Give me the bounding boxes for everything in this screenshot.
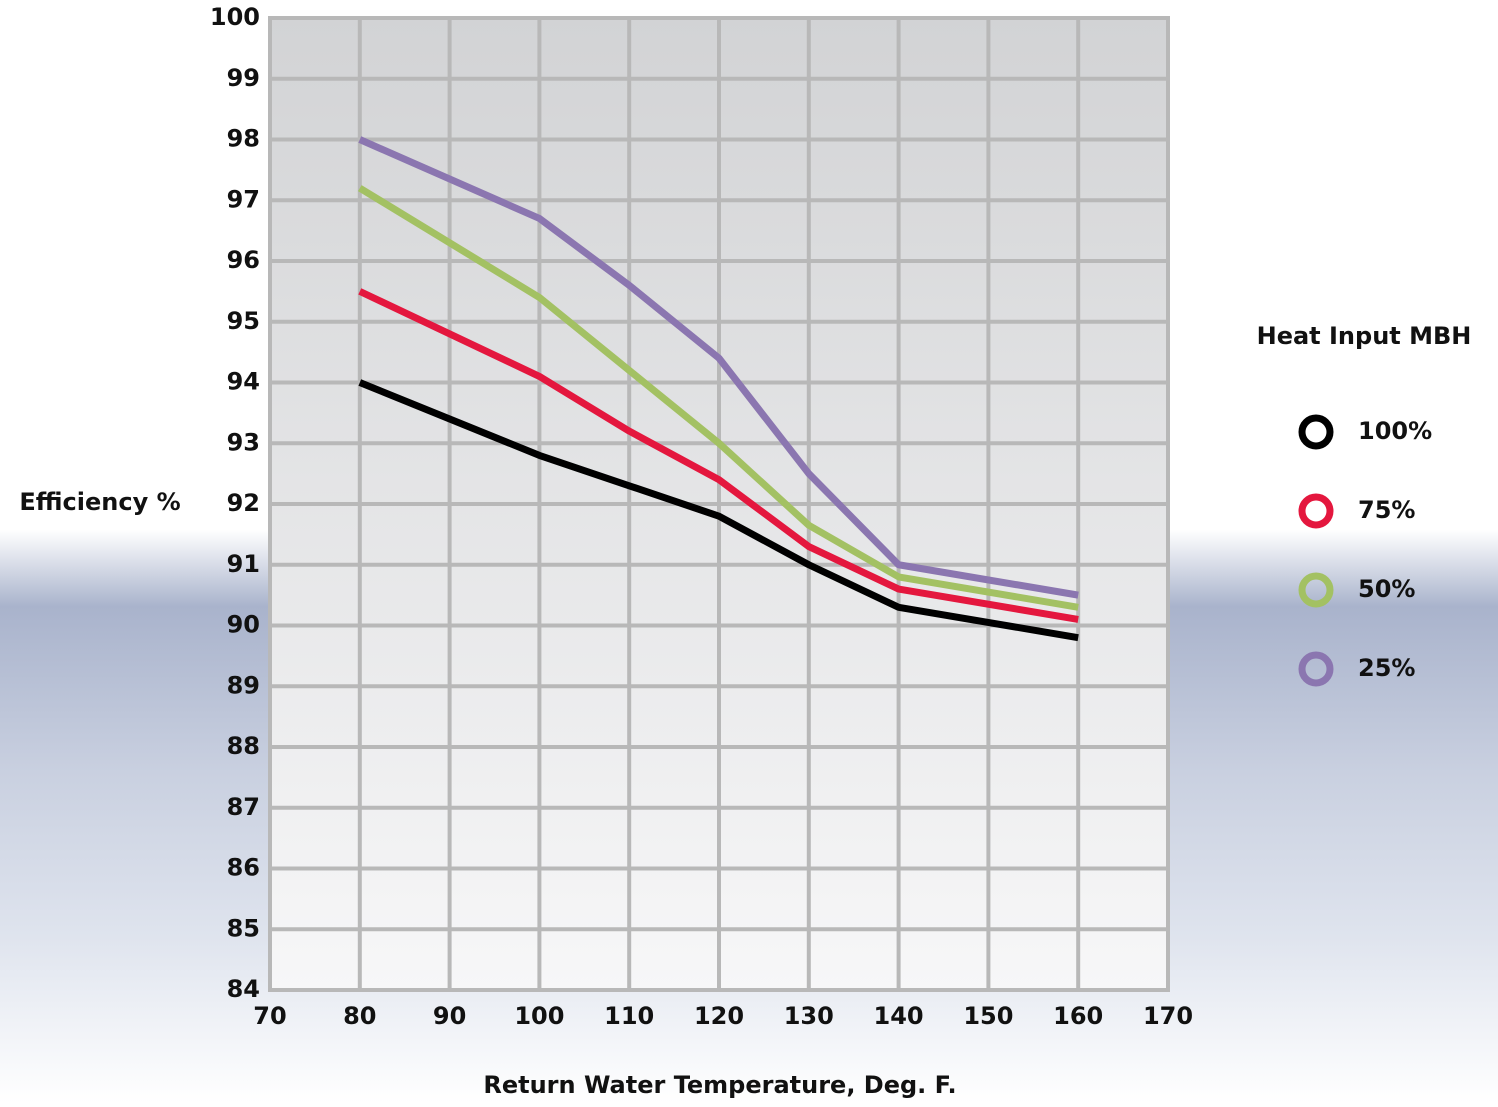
x-axis-label: Return Water Temperature, Deg. F. bbox=[483, 1071, 956, 1099]
y-tick-label: 98 bbox=[227, 125, 260, 153]
legend-marker bbox=[1298, 414, 1334, 450]
y-tick-label: 86 bbox=[227, 854, 260, 882]
x-tick-label: 110 bbox=[604, 1002, 654, 1030]
legend-marker bbox=[1298, 651, 1334, 687]
x-tick-label: 70 bbox=[253, 1002, 286, 1030]
y-tick-label: 85 bbox=[227, 914, 260, 942]
x-tick-label: 80 bbox=[343, 1002, 376, 1030]
y-tick-label: 94 bbox=[227, 368, 260, 396]
y-tick-label: 89 bbox=[227, 671, 260, 699]
legend-label: 75% bbox=[1358, 496, 1415, 524]
x-tick-label: 100 bbox=[514, 1002, 564, 1030]
y-tick-label: 99 bbox=[227, 64, 260, 92]
y-tick-label: 91 bbox=[227, 550, 260, 578]
y-tick-label: 88 bbox=[227, 732, 260, 760]
y-tick-label: 100 bbox=[210, 3, 260, 31]
y-tick-label: 92 bbox=[227, 489, 260, 517]
y-axis-label: Efficiency % bbox=[19, 488, 180, 516]
series-line bbox=[358, 288, 1079, 623]
series-line bbox=[357, 185, 1079, 611]
y-tick-label: 95 bbox=[227, 307, 260, 335]
x-tick-label: 130 bbox=[784, 1002, 834, 1030]
y-tick-label: 96 bbox=[227, 246, 260, 274]
legend-marker bbox=[1298, 493, 1334, 529]
x-tick-label: 150 bbox=[963, 1002, 1013, 1030]
x-tick-label: 160 bbox=[1053, 1002, 1103, 1030]
y-tick-label: 97 bbox=[227, 185, 260, 213]
legend-marker bbox=[1298, 572, 1334, 608]
x-tick-label: 140 bbox=[874, 1002, 924, 1030]
y-tick-label: 84 bbox=[227, 975, 260, 1003]
legend-label: 100% bbox=[1358, 417, 1432, 445]
y-tick-label: 93 bbox=[227, 428, 260, 456]
series-line bbox=[358, 136, 1079, 599]
series-line bbox=[358, 379, 1079, 642]
legend-label: 50% bbox=[1358, 575, 1415, 603]
y-tick-label: 87 bbox=[227, 793, 260, 821]
x-tick-label: 170 bbox=[1143, 1002, 1193, 1030]
legend-title: Heat Input MBH bbox=[1257, 322, 1472, 350]
x-tick-label: 90 bbox=[433, 1002, 466, 1030]
legend-label: 25% bbox=[1358, 654, 1415, 682]
x-tick-label: 120 bbox=[694, 1002, 744, 1030]
y-tick-label: 90 bbox=[227, 611, 260, 639]
